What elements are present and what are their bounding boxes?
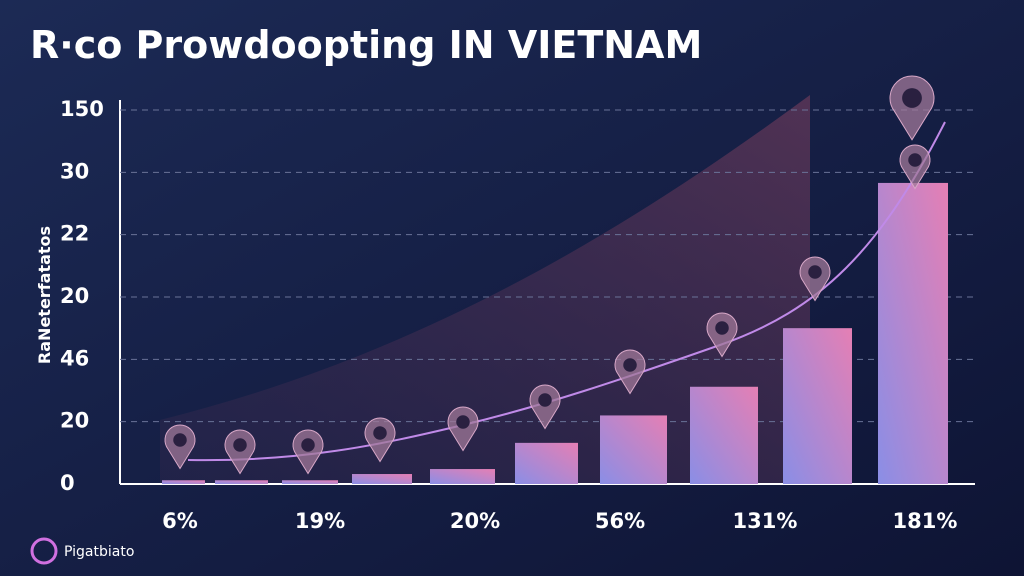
y-tick-label: 20 [60,284,89,308]
y-tick-label: 46 [60,346,89,370]
pin [292,429,324,475]
pins [164,75,935,475]
x-tick-label: 20% [450,509,500,533]
logo-icon [30,537,58,565]
pin-icon [715,321,729,335]
plot: 0 20 46 20 22 30 150 6% 19% 20% 56% 131% 181% [60,97,975,533]
y-tick-label: 150 [60,97,104,121]
bar [430,469,495,484]
x-tick-label: 6% [162,509,198,533]
x-tick-label: 56% [595,509,645,533]
bar [282,480,338,484]
bar [352,474,412,484]
x-tick-label: 181% [893,509,958,533]
bar [215,480,268,484]
y-tick-label: 0 [60,471,75,495]
pin-icon [902,88,922,108]
x-tick-label: 131% [733,509,798,533]
bar [162,480,205,484]
backdrop-area [160,95,810,484]
x-tick-label: 19% [295,509,345,533]
pin-icon [908,153,922,167]
pin [224,429,256,475]
pin-icon [538,393,552,407]
pin [889,75,935,141]
pin [706,312,738,358]
pin-icon [233,438,247,452]
bar [690,386,758,484]
pin-icon [373,426,387,440]
bar [515,442,578,484]
pin-icon [173,433,187,447]
pin-icon [456,415,470,429]
pin [364,417,396,463]
y-tick-label: 20 [60,409,89,433]
pin [164,424,196,470]
y-tick-label: 30 [60,159,89,183]
pin-icon [623,358,637,372]
y-axis-label: RaNeterfatatos [35,226,54,364]
footer-text: Pigatbiato [64,544,134,560]
bar [783,328,852,484]
pin-icon [301,438,315,452]
chart-title: R·co Prowdoopting IN VIETNAM [30,23,702,67]
trend-line [187,121,946,462]
pin [529,384,561,430]
pin [799,256,831,302]
bar [878,182,948,484]
pin-icon [808,265,822,279]
pin [614,349,646,395]
pin [447,406,479,452]
pin [899,144,931,190]
y-tick-label: 22 [60,222,89,246]
bar [600,415,667,484]
